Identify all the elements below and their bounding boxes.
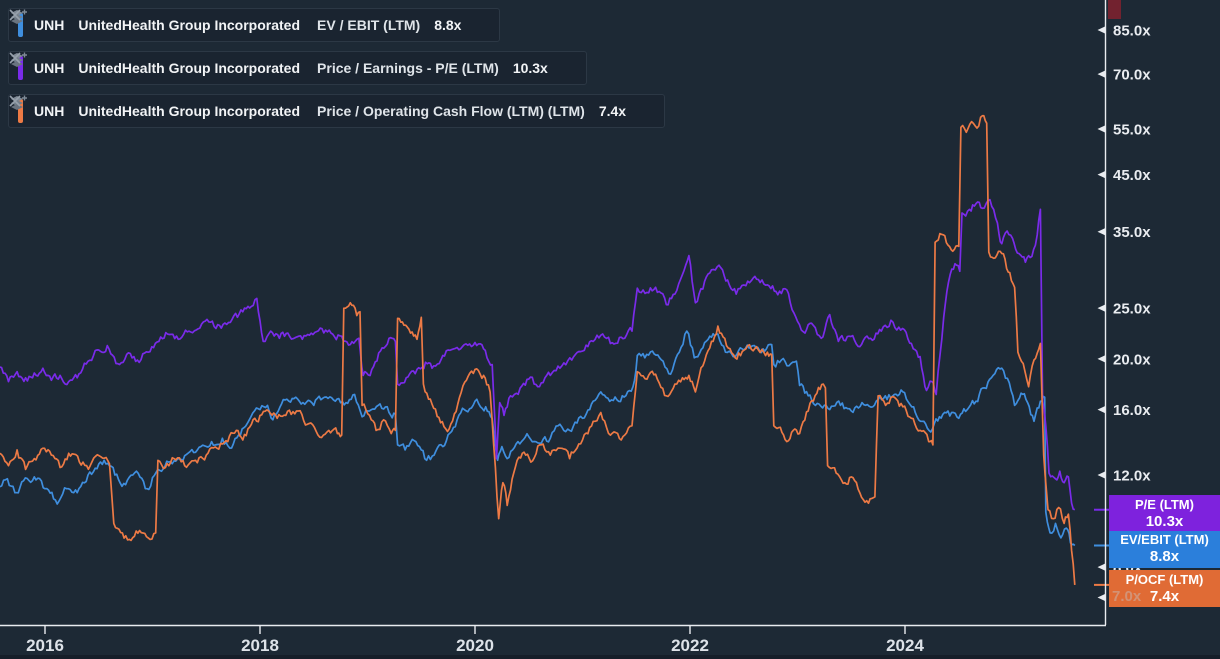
x-axis-label: 2024 bbox=[886, 636, 924, 655]
y-axis-label: 20.0x bbox=[1113, 351, 1151, 368]
y-tick bbox=[1097, 471, 1105, 479]
badge-value: 10.3x bbox=[1145, 512, 1184, 530]
series-line-2 bbox=[0, 114, 1076, 585]
ticker-symbol: UNH bbox=[34, 60, 65, 76]
metric-value: 10.3x bbox=[512, 60, 548, 76]
company-name: UnitedHealth Group Incorporated bbox=[78, 17, 301, 33]
metric-name: Price / Operating Cash Flow (LTM) (LTM) bbox=[317, 103, 585, 119]
legend-row-pe[interactable]: UNH UnitedHealth Group Incorporated Pric… bbox=[8, 51, 587, 85]
y-axis-label: 35.0x bbox=[1113, 224, 1151, 241]
y-tick bbox=[1097, 171, 1105, 179]
y-axis-label: 16.0x bbox=[1113, 402, 1151, 419]
axis-label-7x-dim: 7.0x bbox=[1112, 588, 1142, 605]
y-tick bbox=[1097, 70, 1105, 78]
badge-label: EV/EBIT (LTM) bbox=[1120, 532, 1209, 548]
metric-name: EV / EBIT (LTM) bbox=[317, 17, 421, 33]
y-tick bbox=[1097, 406, 1105, 414]
y-axis-label: 12.0x bbox=[1113, 468, 1151, 485]
badge-value: 8.8x bbox=[1149, 548, 1180, 566]
y-axis-label: 70.0x bbox=[1113, 67, 1151, 84]
x-axis-label: 2022 bbox=[671, 636, 709, 655]
badge-label: P/E (LTM) bbox=[1135, 496, 1194, 512]
y-tick bbox=[1097, 125, 1105, 133]
legend-row-ev-ebit[interactable]: UNH UnitedHealth Group Incorporated EV /… bbox=[8, 8, 501, 42]
y-tick bbox=[1097, 304, 1105, 312]
metric-value: 7.4x bbox=[598, 103, 627, 119]
y-axis-label: 25.0x bbox=[1113, 301, 1151, 318]
series-line-0 bbox=[0, 330, 1076, 547]
y-axis-label: 85.0x bbox=[1113, 23, 1151, 40]
x-axis-label: 2016 bbox=[26, 636, 64, 655]
last-value-badge-pe[interactable]: P/E (LTM) 10.3x bbox=[1109, 495, 1220, 533]
badge-label: P/OCF (LTM) bbox=[1125, 571, 1204, 587]
legend-row-pocf[interactable]: UNH UnitedHealth Group Incorporated Pric… bbox=[8, 94, 666, 128]
bottom-edge bbox=[0, 655, 1220, 659]
x-axis-label: 2018 bbox=[241, 636, 279, 655]
badge-value: 7.4x bbox=[1149, 587, 1180, 605]
y-axis-label: 45.0x bbox=[1113, 167, 1151, 184]
y-axis-label: 55.0x bbox=[1113, 121, 1151, 138]
metric-value: 8.8x bbox=[434, 17, 462, 33]
ticker-symbol: UNH bbox=[34, 17, 65, 33]
series-color-bar bbox=[18, 99, 23, 123]
series-color-bar bbox=[18, 56, 23, 80]
y-tick bbox=[1097, 26, 1105, 34]
x-axis-label: 2020 bbox=[456, 636, 494, 655]
ticker-symbol: UNH bbox=[34, 103, 65, 119]
series-color-bar bbox=[18, 13, 23, 37]
top-right-marker bbox=[1108, 0, 1121, 19]
company-name: UnitedHealth Group Incorporated bbox=[78, 60, 301, 76]
last-value-badge-ev-ebit[interactable]: EV/EBIT (LTM) 8.8x bbox=[1109, 530, 1220, 568]
y-tick bbox=[1097, 355, 1105, 363]
y-tick bbox=[1097, 563, 1105, 571]
y-tick bbox=[1097, 228, 1105, 236]
y-tick bbox=[1097, 594, 1105, 602]
last-value-badge-pocf[interactable]: P/OCF (LTM) 7.4x bbox=[1109, 570, 1220, 608]
series-line-1 bbox=[0, 198, 1076, 511]
company-name: UnitedHealth Group Incorporated bbox=[78, 103, 301, 119]
metric-name: Price / Earnings - P/E (LTM) bbox=[317, 60, 499, 76]
